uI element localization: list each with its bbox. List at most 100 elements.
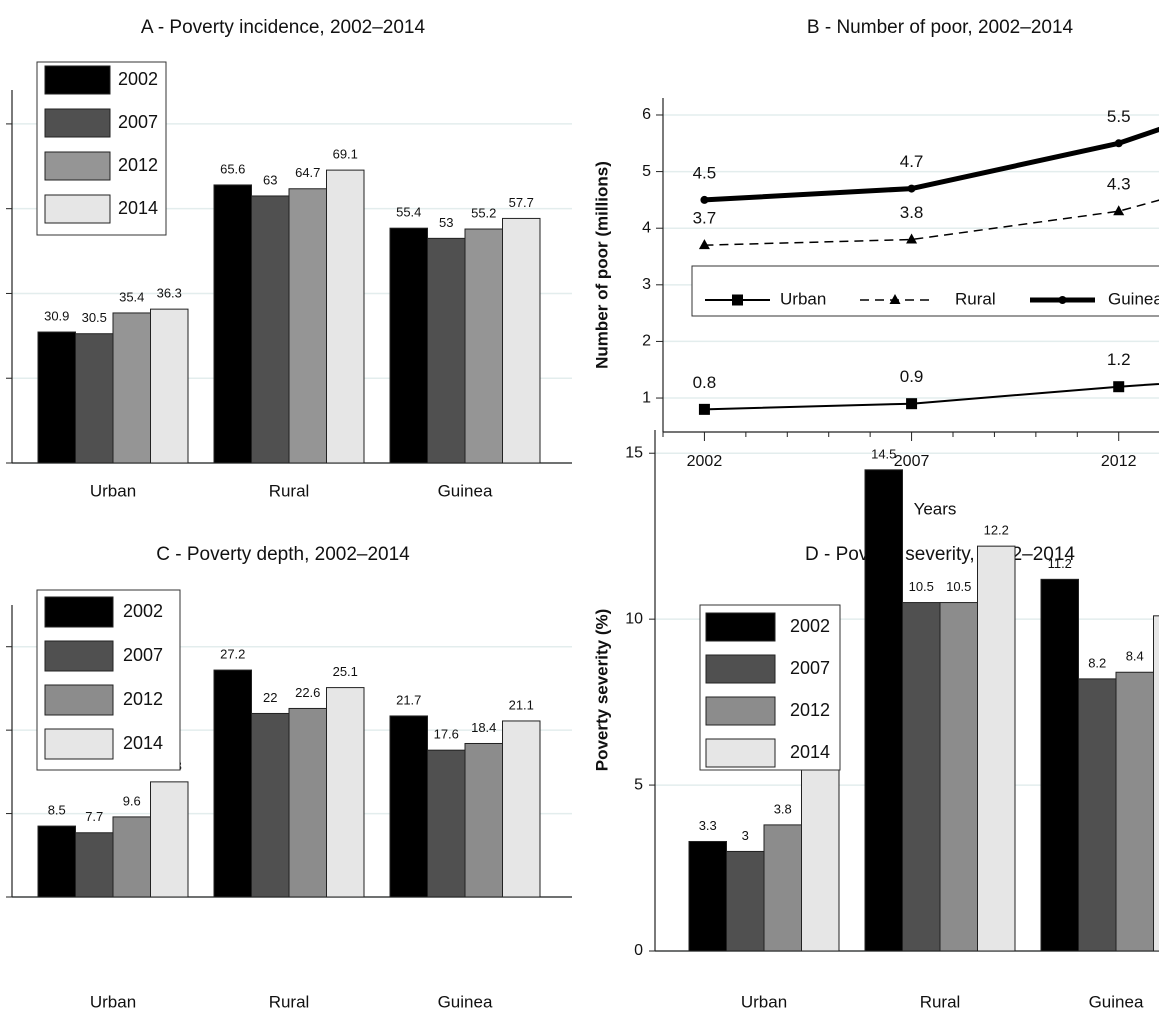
bar (251, 712, 290, 898)
bar-value-label: 9.6 (123, 793, 141, 808)
bar-value-label: 10.5 (946, 579, 971, 594)
bar (213, 184, 252, 464)
point (1114, 139, 1123, 148)
bar (150, 308, 189, 464)
bar-value-label: 12.2 (984, 523, 1009, 538)
x-tick-label: Urban (741, 992, 787, 1011)
legend-label: Rural (955, 289, 996, 308)
legend-label: 2014 (123, 733, 163, 753)
legend-swatch (44, 640, 114, 672)
legend-label: 2007 (118, 112, 158, 132)
legend-marker (732, 294, 743, 306)
bar-value-label: 8.2 (1088, 655, 1106, 670)
x-tick-label: Rural (269, 481, 310, 500)
bar-value-label: 64.7 (295, 165, 320, 180)
bar (326, 687, 365, 898)
bar-value-label: 57.7 (509, 195, 534, 210)
legend-swatch (705, 654, 776, 684)
legend-label: 2007 (790, 658, 830, 678)
bar-value-label: 8.5 (48, 803, 66, 818)
bar-value-label: 55.2 (471, 205, 496, 220)
point-value-label: 0.8 (693, 373, 717, 392)
bar (288, 707, 327, 898)
x-tick-label: Guinea (1089, 992, 1144, 1011)
bar-value-label: 63 (263, 172, 277, 187)
bar-value-label: 10.5 (909, 579, 934, 594)
bar (902, 602, 941, 952)
bar-value-label: 36.3 (157, 286, 182, 301)
x-tick-label: Urban (90, 481, 136, 500)
bar-value-label: 3 (742, 828, 749, 843)
legend-label: 2002 (790, 616, 830, 636)
y-tick-label: 0 (634, 942, 643, 959)
bar (688, 840, 727, 952)
y-tick-label: 5 (634, 776, 643, 793)
point (906, 398, 918, 410)
y-tick-label: 10 (625, 610, 643, 627)
bar (389, 227, 428, 464)
legend-swatch (44, 684, 114, 716)
bar-value-label: 55.4 (396, 205, 421, 220)
bar (37, 331, 76, 464)
bar (1040, 578, 1079, 952)
bar-value-label: 11.2 (1048, 556, 1072, 571)
point-value-label: 0.9 (900, 367, 924, 386)
bar (864, 469, 903, 952)
legend-label: Guinea (1108, 289, 1159, 308)
bar (112, 312, 151, 464)
bar-value-label: 17.6 (434, 727, 459, 742)
legend-label: 2007 (123, 645, 163, 665)
line (704, 126, 1159, 203)
bar (213, 669, 252, 898)
legend-swatch (705, 738, 776, 768)
bar (75, 333, 114, 464)
bar (112, 816, 151, 898)
x-tick-label: Guinea (438, 992, 493, 1011)
chart-title: D - Poverty severity, 2002–2014 (805, 544, 1075, 565)
bar (464, 742, 503, 898)
bar (251, 195, 290, 464)
bar (801, 748, 840, 952)
legend-swatch (44, 108, 111, 138)
bar (502, 720, 541, 898)
bar (37, 825, 76, 898)
y-tick-label: 15 (625, 444, 643, 461)
point (1113, 381, 1125, 393)
point (906, 233, 918, 244)
point-value-label: 5.5 (1107, 107, 1131, 126)
y-axis-title: Number of poor (millions) (592, 161, 611, 369)
bar-value-label: 21.7 (396, 692, 421, 707)
chart-title: B - Number of poor, 2002–2014 (807, 17, 1074, 38)
legend-marker (1058, 296, 1067, 304)
bar-value-label: 22.6 (295, 685, 320, 700)
legend-swatch (44, 728, 114, 760)
chart-title: C - Poverty depth, 2002–2014 (156, 544, 410, 565)
point-value-label: 3.8 (900, 203, 924, 222)
legend-swatch (44, 596, 114, 628)
bar-value-label: 25.1 (333, 664, 358, 679)
bar (939, 602, 978, 952)
bar-value-label: 30.5 (82, 310, 107, 325)
bar (977, 545, 1016, 952)
bar-value-label: 3.8 (774, 801, 792, 816)
point-value-label: 3.7 (693, 209, 717, 228)
bar-value-label: 3.3 (699, 818, 717, 833)
point (1113, 205, 1125, 216)
line (704, 382, 1159, 411)
bar-value-label: 18.4 (471, 720, 496, 735)
point-value-label: 4.3 (1107, 175, 1131, 194)
point-value-label: 1.2 (1107, 350, 1131, 369)
legend-label: 2012 (118, 155, 158, 175)
bar-value-label: 69.1 (333, 147, 358, 162)
y-tick-label: 1 (642, 389, 651, 406)
bar (389, 715, 428, 898)
x-tick-label: 2007 (894, 453, 930, 470)
y-tick-label: 5 (642, 163, 651, 180)
y-tick-label: 3 (642, 276, 651, 293)
bar (464, 228, 503, 464)
bar-value-label: 8.4 (1126, 649, 1144, 664)
bar (75, 832, 114, 898)
bar-value-label: 30.9 (44, 308, 69, 323)
